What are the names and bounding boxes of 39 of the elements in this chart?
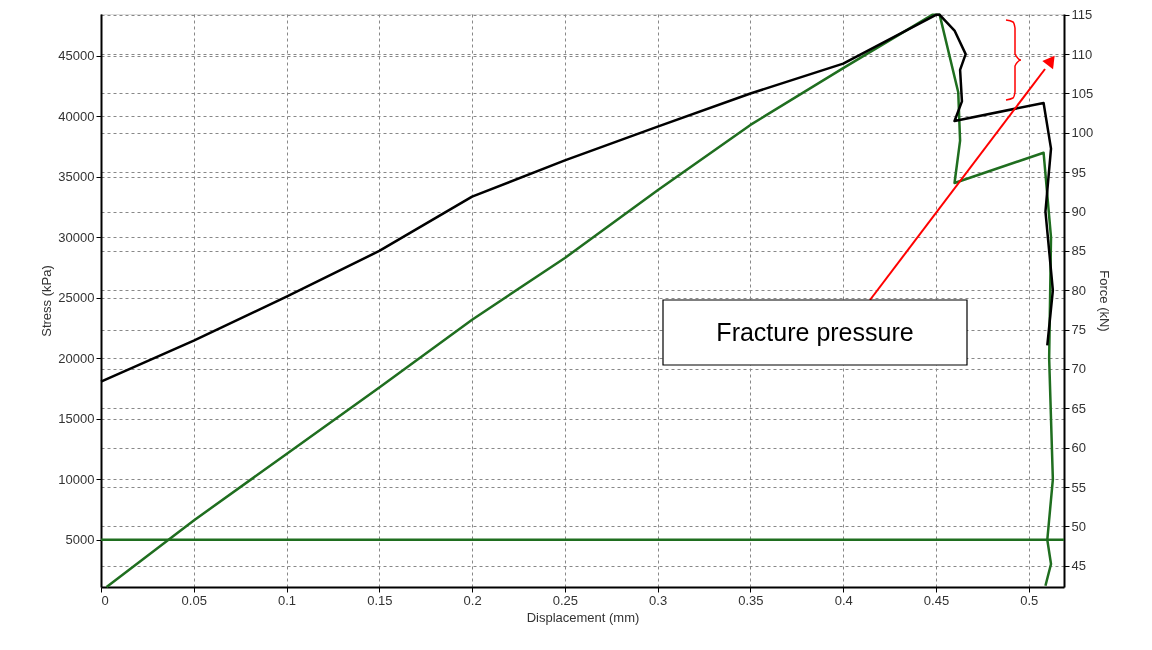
y2-tick-label: 55 (1071, 479, 1086, 495)
x-axis-title: Displacement (mm) (526, 609, 640, 625)
y2-axis-title: Force (kN) (1097, 270, 1113, 332)
y-tick-label: 45000 (58, 48, 95, 64)
x-tick-label: 0.5 (1020, 592, 1039, 608)
y-tick-label: 25000 (58, 290, 95, 306)
y-tick-label: 35000 (58, 169, 95, 185)
y2-tick-label: 115 (1071, 7, 1093, 23)
x-tick-label: 0.15 (367, 592, 393, 608)
x-tick-label: 0.05 (181, 592, 207, 608)
x-tick-label: 0.25 (552, 592, 579, 608)
x-tick-label: 0.35 (738, 592, 764, 608)
y-tick-label: 10000 (58, 471, 95, 487)
y2-tick-label: 85 (1071, 243, 1086, 259)
y2-tick-label: 80 (1071, 282, 1086, 298)
y2-tick-label: 70 (1071, 361, 1086, 377)
y2-tick-label: 95 (1071, 164, 1086, 180)
x-tick-label: 0.1 (278, 592, 297, 608)
y2-tick-label: 50 (1071, 518, 1086, 534)
y-tick-label: 30000 (58, 229, 95, 245)
annotation: Fracture pressure (716, 318, 914, 346)
y-tick-label: 40000 (58, 108, 95, 124)
y-tick-label: 20000 (58, 350, 95, 366)
y2-tick-label: 105 (1071, 86, 1094, 101)
x-tick-label: 0 (101, 592, 109, 608)
x-tick-label: 0.45 (923, 592, 950, 608)
x-tick-label: 0.2 (463, 592, 482, 608)
y-tick-label: 5000 (65, 532, 95, 548)
y2-tick-label: 65 (1071, 400, 1086, 416)
y2-tick-label: 60 (1071, 440, 1086, 456)
y2-tick-label: 110 (1071, 46, 1093, 62)
y-axis-title: Stress (kPa) (39, 265, 55, 337)
y2-tick-label: 45 (1071, 558, 1086, 574)
y2-tick-label: 100 (1071, 125, 1094, 141)
y-tick-label: 15000 (58, 411, 95, 427)
x-tick-label: 0.4 (834, 592, 853, 608)
x-tick-label: 0.3 (649, 592, 668, 608)
y2-tick-label: 75 (1071, 322, 1086, 338)
y2-tick-label: 90 (1071, 204, 1086, 220)
